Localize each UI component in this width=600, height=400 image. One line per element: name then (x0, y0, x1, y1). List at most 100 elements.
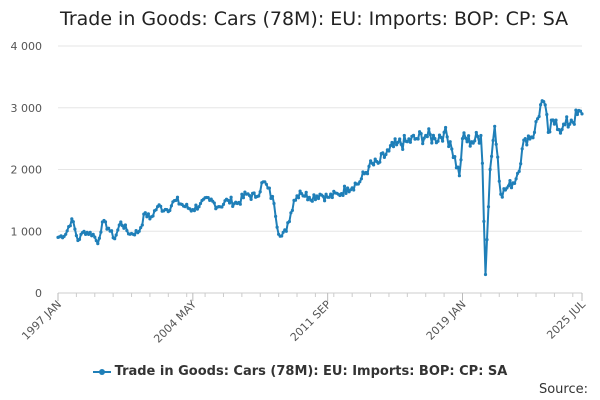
data-point[interactable] (198, 201, 203, 206)
data-point[interactable] (241, 196, 245, 200)
data-point[interactable] (226, 198, 230, 202)
data-point[interactable] (77, 237, 82, 241)
data-point[interactable] (316, 196, 321, 201)
data-point[interactable] (480, 161, 484, 165)
data-point[interactable] (408, 140, 412, 144)
data-point[interactable] (212, 201, 216, 205)
data-point[interactable] (137, 229, 141, 233)
data-point[interactable] (526, 134, 531, 138)
data-point[interactable] (523, 137, 527, 141)
legend[interactable]: Trade in Goods: Cars (78M): EU: Imports:… (0, 364, 600, 379)
data-point[interactable] (580, 112, 584, 116)
data-point[interactable] (537, 114, 541, 119)
data-point[interactable] (552, 122, 557, 126)
data-point[interactable] (378, 160, 382, 164)
data-point[interactable] (229, 195, 233, 199)
data-point[interactable] (387, 149, 391, 153)
data-point[interactable] (154, 208, 158, 212)
data-point[interactable] (240, 192, 244, 196)
data-point[interactable] (169, 204, 173, 208)
data-point[interactable] (65, 229, 69, 233)
data-point[interactable] (125, 229, 129, 233)
data-point[interactable] (563, 123, 567, 127)
data-point[interactable] (508, 179, 512, 183)
data-point[interactable] (267, 186, 271, 190)
data-point[interactable] (509, 186, 514, 190)
data-point[interactable] (367, 164, 371, 168)
data-point[interactable] (494, 142, 498, 146)
data-point[interactable] (456, 165, 460, 169)
data-point[interactable] (284, 229, 288, 233)
data-point[interactable] (185, 202, 189, 206)
data-point[interactable] (143, 211, 147, 215)
data-point[interactable] (358, 180, 362, 184)
data-point[interactable] (497, 179, 501, 183)
data-point[interactable] (221, 202, 226, 206)
data-point[interactable] (473, 139, 477, 143)
data-point[interactable] (88, 230, 92, 234)
data-point[interactable] (401, 147, 405, 151)
data-point[interactable] (103, 220, 108, 224)
data-point[interactable] (382, 155, 386, 159)
data-point[interactable] (257, 194, 261, 198)
data-point[interactable] (450, 147, 454, 151)
data-point[interactable] (476, 134, 480, 139)
data-point[interactable] (441, 139, 445, 143)
data-point[interactable] (506, 184, 511, 188)
data-point[interactable] (274, 214, 278, 218)
data-point[interactable] (231, 204, 235, 208)
data-point[interactable] (548, 130, 552, 134)
data-point[interactable] (514, 177, 518, 181)
data-point[interactable] (430, 141, 434, 145)
data-point[interactable] (539, 103, 543, 107)
data-point[interactable] (148, 217, 152, 221)
data-point[interactable] (459, 158, 463, 162)
data-point[interactable] (192, 209, 196, 213)
data-point[interactable] (293, 198, 298, 202)
data-point[interactable] (113, 237, 117, 241)
data-point[interactable] (110, 229, 114, 233)
data-point[interactable] (474, 130, 478, 135)
data-point[interactable] (289, 211, 293, 215)
data-point[interactable] (272, 201, 276, 206)
data-point[interactable] (71, 220, 75, 224)
data-point[interactable] (395, 143, 399, 147)
data-point[interactable] (416, 137, 420, 141)
data-point[interactable] (488, 167, 492, 172)
data-point[interactable] (557, 128, 561, 132)
data-point[interactable] (175, 195, 180, 199)
data-point[interactable] (139, 226, 143, 230)
data-point[interactable] (119, 220, 123, 224)
data-point[interactable] (275, 225, 279, 229)
data-point[interactable] (280, 234, 284, 238)
data-point[interactable] (287, 219, 291, 224)
data-point[interactable] (531, 136, 535, 140)
data-point[interactable] (543, 103, 547, 107)
data-point[interactable] (513, 181, 517, 185)
data-point[interactable] (342, 184, 347, 188)
data-point[interactable] (369, 159, 373, 163)
data-point[interactable] (159, 204, 163, 208)
data-point[interactable] (313, 198, 317, 202)
data-point[interactable] (477, 141, 481, 145)
data-point[interactable] (303, 194, 307, 198)
data-point[interactable] (151, 214, 155, 218)
data-point[interactable] (329, 192, 333, 196)
data-point[interactable] (402, 133, 406, 138)
data-point[interactable] (419, 132, 423, 136)
data-point[interactable] (437, 133, 442, 137)
data-point[interactable] (421, 142, 425, 146)
data-point[interactable] (465, 140, 469, 144)
data-point[interactable] (483, 272, 488, 277)
data-point[interactable] (310, 199, 314, 203)
data-point[interactable] (146, 212, 150, 216)
data-point[interactable] (183, 205, 187, 209)
data-point[interactable] (453, 155, 457, 159)
data-point[interactable] (486, 205, 491, 209)
data-point[interactable] (436, 139, 440, 143)
data-point[interactable] (359, 177, 363, 181)
data-point[interactable] (462, 131, 466, 135)
data-point[interactable] (93, 235, 97, 239)
data-point[interactable] (519, 162, 523, 166)
data-point[interactable] (145, 215, 149, 219)
